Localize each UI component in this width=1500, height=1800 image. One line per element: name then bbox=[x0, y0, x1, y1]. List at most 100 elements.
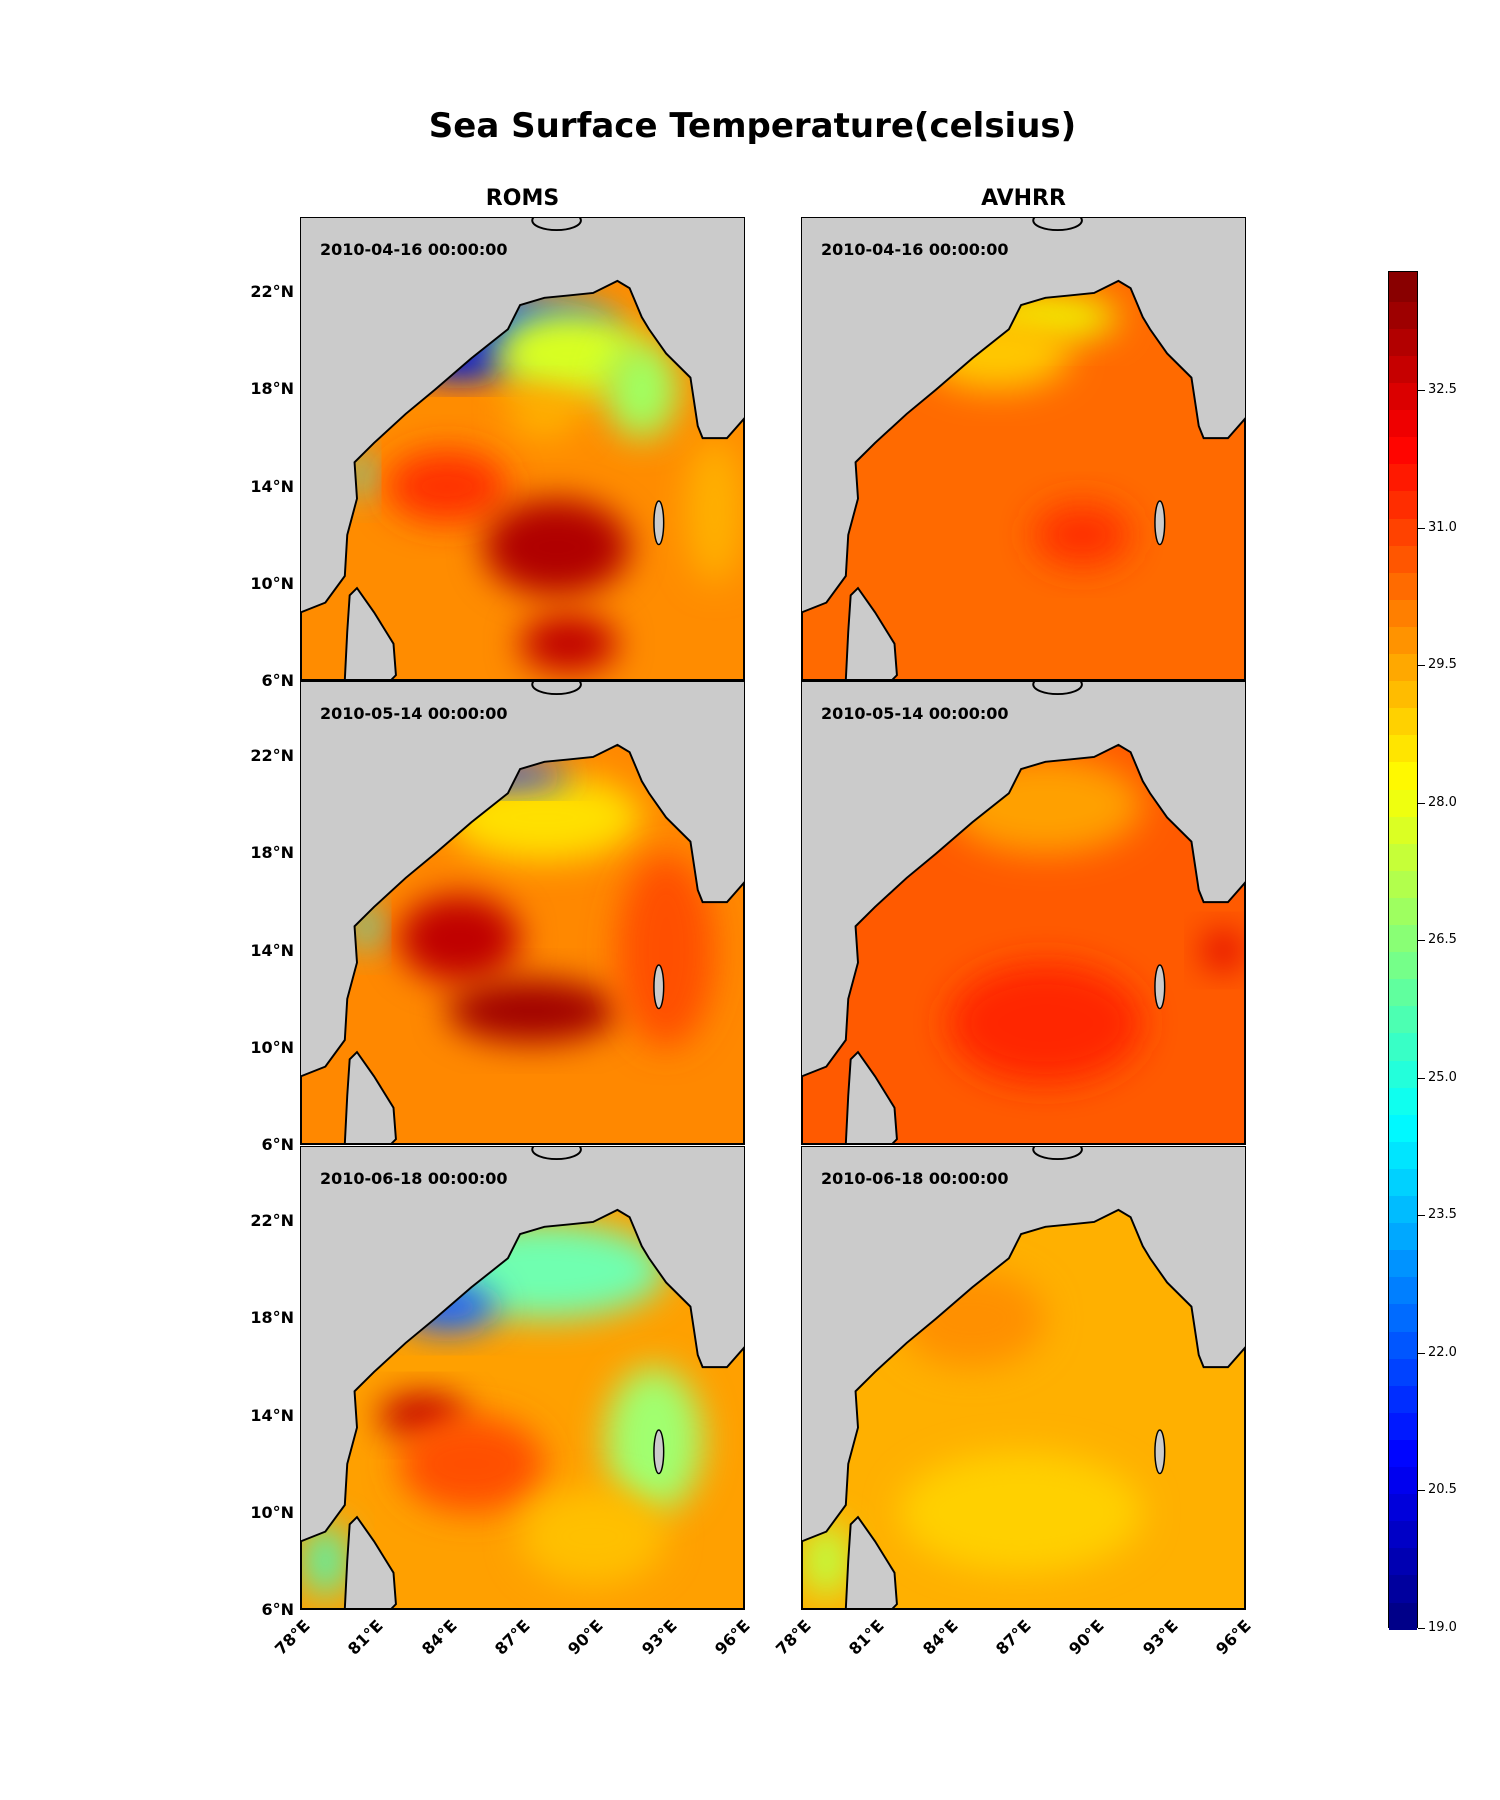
sst-feature bbox=[948, 962, 1143, 1084]
colorbar-segment bbox=[1389, 488, 1417, 519]
colorbar-segment bbox=[1389, 814, 1417, 844]
colorbar-tick bbox=[1418, 1352, 1425, 1354]
sst-feature bbox=[605, 341, 679, 439]
sst-feature bbox=[899, 1451, 1143, 1573]
lon-tick-label: 81°E bbox=[344, 1616, 387, 1659]
lon-tick-label: 78°E bbox=[270, 1616, 314, 1659]
coastline bbox=[802, 1208, 1245, 1609]
sst-map bbox=[802, 218, 1245, 680]
sst-feature bbox=[1203, 931, 1243, 970]
sst-feature bbox=[1033, 503, 1131, 567]
column-title-roms: ROMS bbox=[485, 186, 560, 211]
sumatra-coast bbox=[531, 682, 582, 696]
lon-tick-label: 96°E bbox=[1211, 1616, 1255, 1659]
panel-date: 2010-06-18 00:00:00 bbox=[320, 1169, 508, 1188]
sst-map bbox=[802, 682, 1245, 1144]
sumatra-coast bbox=[1032, 682, 1083, 696]
colorbar-tick-label: 20.5 bbox=[1428, 1482, 1457, 1498]
colorbar-tick-label: 32.5 bbox=[1428, 382, 1457, 398]
lon-tick-label: 87°E bbox=[991, 1616, 1035, 1659]
colorbar-tick bbox=[1418, 1490, 1425, 1492]
lat-tick-label: 18°N bbox=[250, 1308, 294, 1328]
colorbar-segment bbox=[1389, 1518, 1417, 1549]
coastline bbox=[301, 1208, 744, 1609]
avhrr-panel-2: 2010-05-14 00:00:00 bbox=[801, 681, 1246, 1145]
colorbar-segment bbox=[1389, 1030, 1417, 1061]
colorbar-segment bbox=[1389, 326, 1417, 356]
lat-tick-label: 10°N bbox=[250, 573, 294, 593]
panel-date: 2010-05-14 00:00:00 bbox=[821, 704, 1009, 723]
colorbar-segment bbox=[1389, 353, 1417, 384]
colorbar-segment bbox=[1389, 1247, 1417, 1278]
colorbar-segment bbox=[1389, 1599, 1417, 1630]
colorbar-segment bbox=[1389, 922, 1417, 953]
colorbar-segment bbox=[1389, 949, 1417, 980]
colorbar-segment bbox=[1389, 976, 1417, 1007]
colorbar-segment bbox=[1389, 624, 1417, 655]
andaman-islands bbox=[1154, 1429, 1166, 1475]
colorbar-segment bbox=[1389, 841, 1417, 871]
lat-tick-label: 6°N bbox=[261, 1600, 294, 1619]
lat-tick-label: 10°N bbox=[250, 1502, 294, 1522]
sri-lanka-land bbox=[844, 586, 898, 680]
colorbar-tick-label: 26.5 bbox=[1428, 932, 1457, 948]
sst-feature bbox=[398, 1282, 496, 1331]
lon-tick-label: 93°E bbox=[1138, 1616, 1182, 1659]
colorbar-segment bbox=[1389, 1085, 1417, 1115]
panel-date: 2010-05-14 00:00:00 bbox=[320, 704, 508, 723]
sst-feature bbox=[923, 317, 1070, 390]
lat-tick-label: 6°N bbox=[261, 671, 294, 690]
colorbar-segment bbox=[1389, 434, 1417, 465]
sst-feature bbox=[398, 1415, 545, 1513]
sumatra-coast bbox=[1032, 218, 1083, 232]
colorbar-segment bbox=[1389, 570, 1417, 600]
lat-tick-label: 22°N bbox=[250, 746, 294, 766]
colorbar-segment bbox=[1389, 1545, 1417, 1576]
colorbar-tick bbox=[1418, 1628, 1425, 1629]
colorbar-segment bbox=[1389, 299, 1417, 329]
colorbar-segment bbox=[1389, 272, 1417, 302]
sst-feature bbox=[354, 902, 379, 951]
lat-tick-label: 6°N bbox=[261, 1135, 294, 1154]
colorbar-segment bbox=[1389, 461, 1417, 492]
colorbar-segment bbox=[1389, 1491, 1417, 1522]
colorbar-segment bbox=[1389, 1572, 1417, 1603]
colorbar-tick-label: 23.5 bbox=[1428, 1207, 1457, 1223]
lon-tick-label: 84°E bbox=[417, 1616, 461, 1659]
sst-feature bbox=[447, 764, 569, 789]
colorbar-segment bbox=[1389, 1057, 1417, 1088]
sumatra-coast bbox=[531, 1147, 582, 1161]
colorbar-tick bbox=[1418, 390, 1425, 392]
andaman-islands bbox=[1154, 500, 1166, 546]
sst-feature bbox=[605, 1367, 703, 1513]
colorbar-segment bbox=[1389, 1383, 1417, 1413]
roms-panel-3: 2010-06-18 00:00:00 bbox=[300, 1146, 745, 1610]
colorbar-segment bbox=[1389, 732, 1417, 763]
lat-tick-label: 22°N bbox=[250, 282, 294, 302]
sst-feature bbox=[802, 1524, 851, 1597]
coastline bbox=[301, 743, 744, 1144]
lon-tick-label: 81°E bbox=[845, 1616, 888, 1659]
colorbar-segment bbox=[1389, 1003, 1417, 1034]
colorbar-segment bbox=[1389, 868, 1417, 898]
colorbar-segment bbox=[1389, 1301, 1417, 1332]
sst-map bbox=[301, 218, 744, 680]
lat-tick-label: 10°N bbox=[250, 1037, 294, 1057]
colorbar-segment bbox=[1389, 705, 1417, 736]
sst-map bbox=[802, 1147, 1245, 1609]
colorbar-segment bbox=[1389, 380, 1417, 411]
lat-tick-label: 18°N bbox=[250, 379, 294, 399]
sst-feature bbox=[520, 1488, 667, 1585]
colorbar-segment bbox=[1389, 515, 1417, 546]
andaman-islands bbox=[1154, 964, 1166, 1010]
sri-lanka-land bbox=[343, 1050, 397, 1144]
column-title-avhrr: AVHRR bbox=[981, 186, 1066, 211]
sst-feature bbox=[520, 614, 618, 673]
sst-feature bbox=[685, 438, 744, 584]
sst-feature bbox=[398, 894, 521, 982]
sst-feature bbox=[386, 450, 508, 523]
panel-date: 2010-04-16 00:00:00 bbox=[821, 240, 1009, 259]
colorbar-tick bbox=[1418, 527, 1425, 529]
sst-feature bbox=[483, 498, 630, 596]
